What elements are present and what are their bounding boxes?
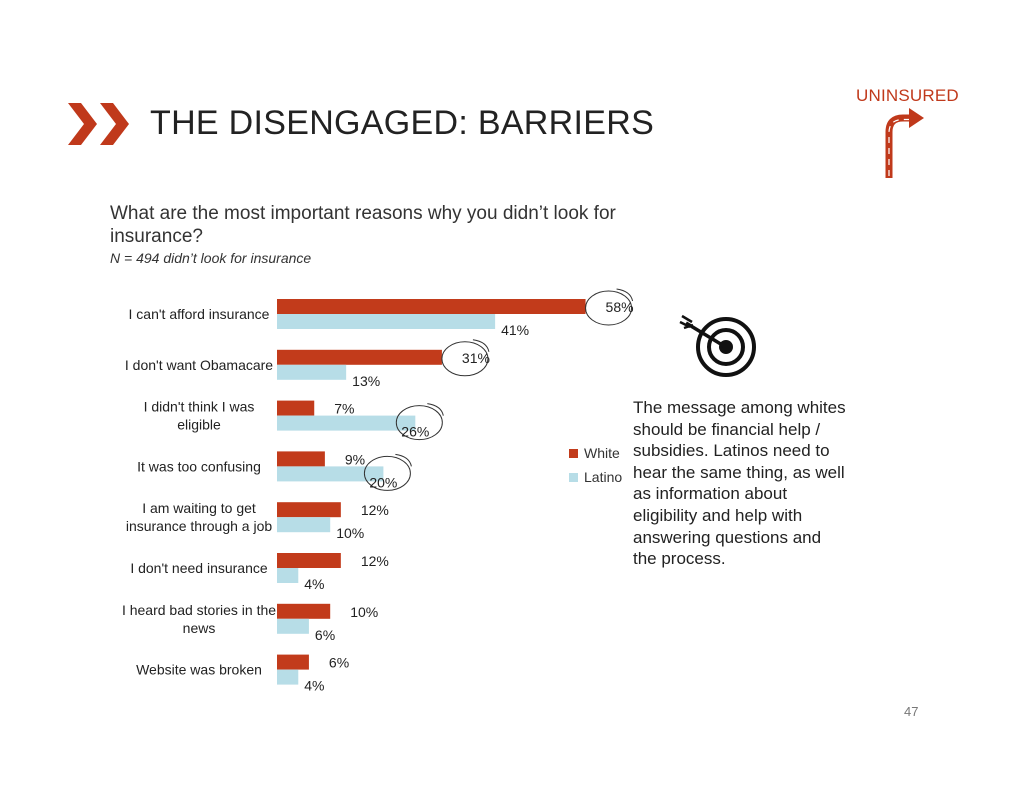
highlight-circle-stroke — [472, 339, 490, 352]
bar-white — [277, 299, 586, 314]
bar-white — [277, 654, 309, 670]
data-label: 10% — [336, 525, 364, 541]
category-label: I don't want Obamacare — [125, 357, 273, 373]
bar-white — [277, 400, 315, 416]
data-label: 4% — [304, 576, 324, 592]
data-label: 58% — [606, 299, 634, 315]
highlight-circle-stroke — [427, 403, 444, 416]
highlight-circle-stroke — [395, 453, 412, 467]
bar-latino — [277, 466, 384, 482]
data-label: 4% — [304, 678, 324, 694]
data-label: 12% — [361, 553, 389, 569]
data-label: 12% — [361, 502, 389, 518]
survey-question: What are the most important reasons why … — [110, 203, 616, 247]
bar-white — [277, 349, 442, 365]
data-label: 13% — [352, 373, 380, 389]
category-label: It was too confusing — [137, 458, 261, 474]
legend-label-white: White — [584, 445, 620, 461]
highlight-circle — [585, 290, 633, 326]
key-message: The message among whites should be finan… — [633, 398, 846, 569]
data-label: 10% — [350, 604, 378, 620]
bar-latino — [277, 314, 496, 329]
category-label: I am waiting to get — [142, 500, 256, 516]
bar-latino — [277, 618, 309, 634]
page-number: 47 — [904, 704, 919, 719]
highlight-circle-stroke — [616, 288, 634, 302]
bar-white — [277, 553, 341, 568]
category-label: I heard bad stories in the — [122, 602, 276, 618]
legend-label-latino: Latino — [584, 469, 623, 485]
data-label: 20% — [369, 474, 397, 490]
legend-swatch-white — [569, 448, 578, 458]
legend-swatch-latino — [569, 472, 578, 482]
bar-latino — [277, 517, 331, 533]
data-label: 26% — [401, 424, 429, 440]
highlight-circle — [363, 455, 411, 491]
bar-white — [277, 451, 325, 467]
legend-item-latino: Latino — [569, 465, 622, 489]
bar-latino — [277, 364, 347, 380]
category-label: I can't afford insurance — [129, 306, 270, 322]
bar-white — [277, 502, 341, 518]
bar-white — [277, 603, 331, 619]
category-label: eligible — [177, 417, 221, 433]
category-label: news — [183, 620, 216, 636]
category-label: I don't need insurance — [130, 560, 268, 576]
bar-latino — [277, 669, 299, 685]
category-label: I didn't think I was — [144, 399, 255, 415]
page-title: THE DISENGAGED: BARRIERS — [150, 104, 655, 142]
highlight-circle — [395, 405, 443, 441]
data-label: 9% — [345, 451, 365, 467]
bar-latino — [277, 415, 416, 431]
category-label: Website was broken — [136, 662, 262, 678]
highlight-circle — [441, 341, 489, 377]
data-label: 41% — [501, 322, 529, 338]
bar-latino — [277, 568, 299, 583]
double-chevron-icon — [68, 103, 129, 145]
turn-right-arrow-icon — [885, 108, 924, 178]
category-label: insurance through a job — [126, 518, 273, 534]
data-label: 6% — [315, 627, 335, 643]
data-label: 6% — [329, 655, 349, 671]
legend-item-white: White — [569, 441, 622, 465]
sample-note: N = 494 didn’t look for insurance — [110, 250, 312, 266]
bullseye-target-icon — [679, 314, 756, 377]
uninsured-tag: UNINSURED — [856, 86, 959, 105]
data-label: 7% — [334, 401, 354, 417]
chart-legend: White Latino — [569, 441, 622, 489]
data-label: 31% — [462, 350, 490, 366]
